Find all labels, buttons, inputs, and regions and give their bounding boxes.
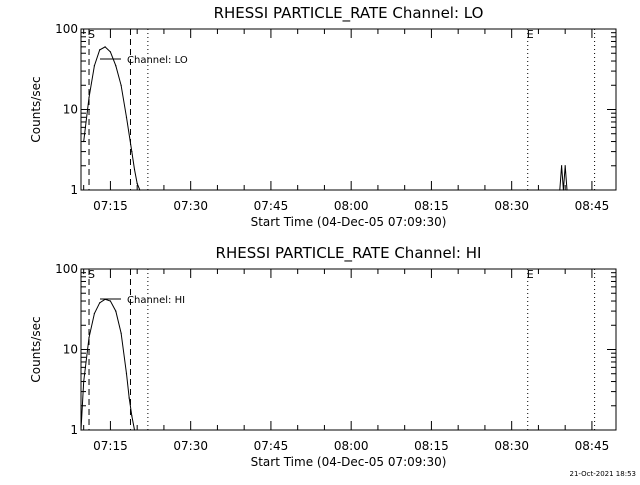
series-point — [120, 332, 122, 334]
series-point — [128, 397, 130, 399]
event-marker-label: E — [527, 28, 534, 41]
plot-frame — [80, 268, 617, 431]
series-point — [133, 168, 136, 171]
series-point — [115, 310, 117, 312]
chart-title: RHESSI PARTICLE_RATE Channel: HI — [216, 244, 482, 263]
series-point — [109, 51, 112, 53]
x-tick-label: 08:00 — [334, 439, 369, 453]
y-tick-label: 1 — [70, 423, 78, 437]
series-point — [93, 312, 95, 315]
series-point — [564, 165, 566, 167]
chart-panel-2: RHESSI PARTICLE_RATE Channel: HI 1 10 100 07… — [29, 244, 636, 478]
series-point — [136, 183, 138, 185]
x-tick-label: 07:45 — [254, 439, 289, 453]
series-point — [93, 65, 95, 67]
y-tick-label: 10 — [63, 343, 78, 357]
legend-label: Channel: LO — [127, 55, 188, 66]
series-point — [99, 49, 101, 51]
chart-title: RHESSI PARTICLE_RATE Channel: LO — [214, 4, 484, 23]
series-point — [139, 189, 141, 191]
series-point — [120, 84, 122, 86]
series-point — [83, 380, 85, 383]
x-tick-label: 07:15 — [93, 439, 128, 453]
series-point — [109, 300, 112, 302]
x-tick-label: 08:00 — [334, 199, 369, 213]
y-tick-label: 1 — [70, 183, 78, 197]
series-point — [559, 189, 561, 191]
y-tick-label: 10 — [63, 103, 78, 117]
x-tick-label: 08:15 — [414, 199, 449, 213]
series-point — [125, 116, 128, 118]
x-tick-label: 07:45 — [254, 199, 289, 213]
x-tick-label: 07:30 — [173, 199, 208, 213]
series-point — [133, 429, 136, 431]
series-point — [88, 337, 90, 339]
legend-label: Channel: HI — [127, 295, 185, 306]
series-point — [125, 373, 128, 375]
x-tick-label: 07:30 — [173, 439, 208, 453]
y-axis-label: Counts/sec — [29, 76, 43, 142]
event-marker-label: E — [527, 268, 534, 281]
series-point — [83, 140, 85, 143]
timestamp: 21-Oct-2021 18:53 — [570, 470, 636, 478]
chart-panel-1: RHESSI PARTICLE_RATE Channel: LO 1 10 100 07… — [29, 4, 617, 229]
series-point — [562, 189, 564, 191]
x-tick-label: 08:15 — [414, 439, 449, 453]
y-axis-label: Counts/sec — [29, 316, 43, 382]
series-point — [131, 415, 133, 417]
series-point — [104, 46, 106, 48]
series-point — [131, 150, 133, 153]
x-tick-label: 07:15 — [93, 199, 128, 213]
series-point — [99, 302, 101, 304]
x-tick-label: 08:45 — [575, 439, 610, 453]
series-point — [88, 97, 90, 99]
y-tick-label: 100 — [55, 22, 78, 36]
series-line-1 — [83, 46, 568, 191]
series-point — [80, 429, 82, 431]
event-marker-label: S — [88, 28, 95, 41]
plot-frame — [80, 28, 617, 191]
x-axis-label: Start Time (04-Dec-05 07:09:30) — [251, 455, 447, 469]
event-marker-label: S — [88, 268, 95, 281]
y-tick-label: 100 — [55, 262, 78, 276]
series-point — [115, 65, 117, 67]
x-tick-label: 08:30 — [494, 439, 529, 453]
x-tick-label: 08:30 — [494, 199, 529, 213]
series-point — [561, 165, 563, 167]
x-axis-label: Start Time (04-Dec-05 07:09:30) — [251, 215, 447, 229]
x-tick-label: 08:45 — [575, 199, 610, 213]
series-point — [566, 189, 568, 191]
